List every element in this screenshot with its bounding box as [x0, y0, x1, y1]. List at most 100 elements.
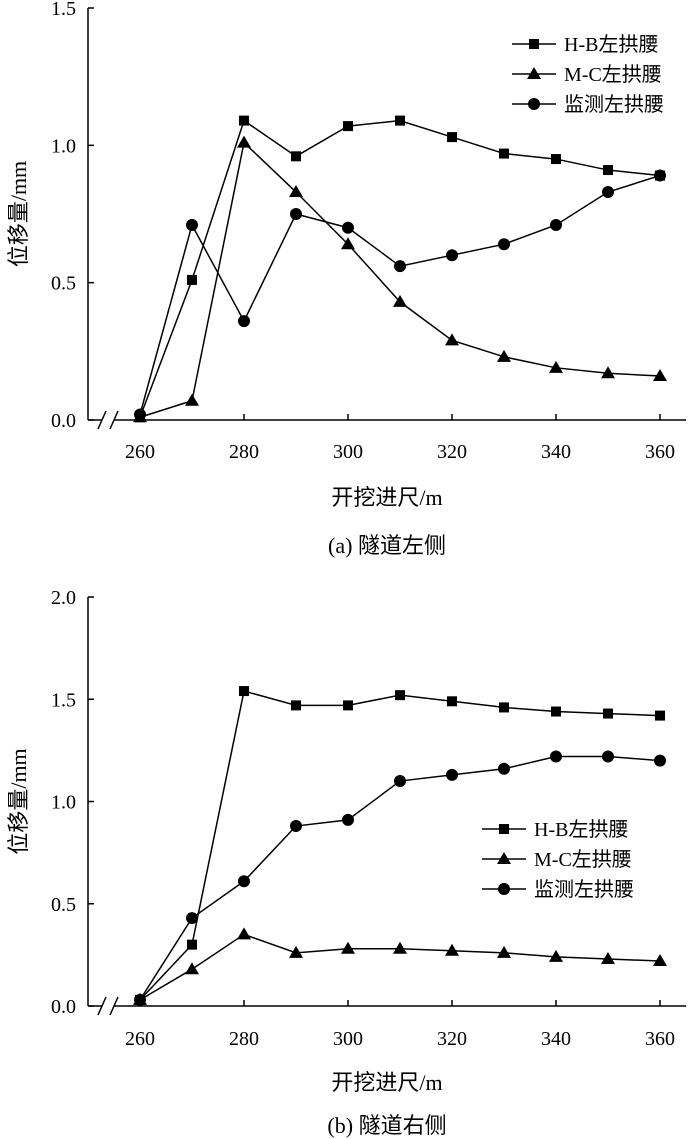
- chart-caption: (a) 隧道左侧: [328, 533, 446, 558]
- x-tick-label: 300: [333, 1028, 363, 1050]
- y-tick-label: 0.5: [51, 273, 76, 295]
- data-point-circle: [654, 169, 666, 182]
- data-point-circle: [550, 750, 562, 763]
- y-axis-title: 位移量/mm: [6, 161, 31, 267]
- x-tick-label: 260: [125, 1028, 155, 1050]
- x-tick-label: 320: [437, 441, 467, 463]
- data-point-circle: [186, 912, 198, 925]
- y-axis-title: 位移量/mm: [6, 748, 31, 854]
- data-point-triangle: [393, 941, 407, 954]
- x-tick-label: 280: [229, 441, 259, 463]
- y-tick-label: 1.0: [51, 135, 76, 157]
- data-point-circle: [290, 820, 302, 833]
- data-point-circle: [602, 186, 614, 199]
- data-point-square: [239, 686, 249, 697]
- data-point-circle: [290, 208, 302, 220]
- data-point-triangle: [185, 962, 199, 975]
- data-point-triangle: [601, 951, 615, 964]
- data-point-triangle: [237, 135, 251, 148]
- legend-marker-triangle: [527, 67, 541, 79]
- x-tick-label: 280: [229, 1028, 259, 1050]
- data-point-square: [603, 165, 613, 176]
- data-point-triangle: [549, 949, 563, 962]
- data-point-triangle: [341, 941, 355, 954]
- y-tick-label: 0.0: [51, 410, 76, 432]
- data-point-square: [655, 710, 665, 721]
- y-tick-label: 1.5: [51, 689, 76, 711]
- data-point-circle: [394, 260, 406, 273]
- x-tick-label: 320: [437, 1028, 467, 1050]
- data-point-triangle: [341, 237, 355, 250]
- legend-marker-square: [529, 39, 539, 49]
- data-point-circle: [394, 775, 406, 788]
- axis-break-mark: [97, 410, 107, 430]
- chart-panel-a: 260 280 300 320 340 360 0.0 0.5 1.0 1.5 开挖进尺/m 位移量/…: [6, 0, 686, 558]
- data-point-square: [291, 700, 301, 711]
- data-point-triangle: [601, 366, 615, 379]
- data-point-square: [447, 696, 457, 707]
- data-point-square: [291, 151, 301, 162]
- data-point-triangle: [653, 369, 667, 382]
- data-point-triangle: [497, 349, 511, 362]
- data-point-square: [499, 148, 509, 159]
- data-point-triangle: [237, 927, 251, 940]
- data-point-triangle: [393, 294, 407, 307]
- x-tick-label: 360: [645, 441, 675, 463]
- y-tick-label: 1.5: [51, 0, 76, 20]
- chart-caption: (b) 隧道右侧: [327, 1113, 446, 1138]
- data-point-square: [499, 702, 509, 713]
- data-point-circle: [134, 993, 146, 1006]
- axis-break-mark: [97, 996, 107, 1016]
- data-point-square: [551, 154, 561, 165]
- data-point-triangle: [289, 945, 303, 958]
- data-point-triangle: [185, 393, 199, 406]
- data-point-triangle: [445, 333, 459, 346]
- x-tick-label: 300: [333, 441, 363, 463]
- x-tick-label: 260: [125, 441, 155, 463]
- data-point-square: [343, 121, 353, 132]
- data-point-square: [447, 132, 457, 143]
- legend-label: 监测左拱腰: [534, 878, 634, 901]
- data-point-circle: [602, 750, 614, 763]
- y-tick-label: 2.0: [51, 587, 76, 609]
- y-tick-label: 1.0: [51, 792, 76, 814]
- data-point-circle: [238, 315, 250, 328]
- series-line-triangle: [139, 141, 661, 418]
- chart-panel-b: 260 280 300 320 340 360 0.0 0.5 1.0 1.5 2.0 开挖进尺/m 位…: [6, 587, 686, 1138]
- data-point-triangle: [653, 954, 667, 967]
- data-point-circle: [446, 768, 458, 781]
- legend-label: H-B左拱腰: [534, 818, 628, 841]
- data-point-circle: [654, 754, 666, 767]
- data-point-square: [551, 706, 561, 717]
- x-tick-label: 340: [541, 1028, 571, 1050]
- axis-break-mark: [109, 996, 119, 1016]
- x-tick-label: 340: [541, 441, 571, 463]
- legend-label: M-C左拱腰: [564, 63, 662, 86]
- legend-marker-square: [499, 824, 509, 834]
- data-point-circle: [238, 875, 250, 888]
- legend-label: 监测左拱腰: [564, 93, 664, 116]
- data-point-square: [239, 115, 249, 126]
- data-point-triangle: [445, 943, 459, 956]
- data-point-triangle: [497, 945, 511, 958]
- data-point-square: [343, 700, 353, 711]
- data-point-circle: [446, 249, 458, 262]
- legend-label: M-C左拱腰: [534, 848, 632, 871]
- y-tick-label: 0.0: [51, 996, 76, 1018]
- x-tick-label: 360: [645, 1028, 675, 1050]
- data-point-circle: [342, 221, 354, 234]
- y-tick-label: 0.5: [51, 894, 76, 916]
- data-point-circle: [342, 813, 354, 826]
- data-point-square: [187, 939, 197, 950]
- data-point-circle: [498, 238, 510, 251]
- data-point-circle: [550, 218, 562, 231]
- data-point-square: [395, 115, 405, 126]
- data-point-square: [603, 708, 613, 719]
- legend-marker-triangle: [497, 852, 511, 864]
- data-point-circle: [134, 408, 146, 421]
- data-point-circle: [498, 762, 510, 775]
- data-point-square: [395, 690, 405, 701]
- x-axis-title: 开挖进尺/m: [331, 485, 442, 510]
- data-point-triangle: [289, 185, 303, 198]
